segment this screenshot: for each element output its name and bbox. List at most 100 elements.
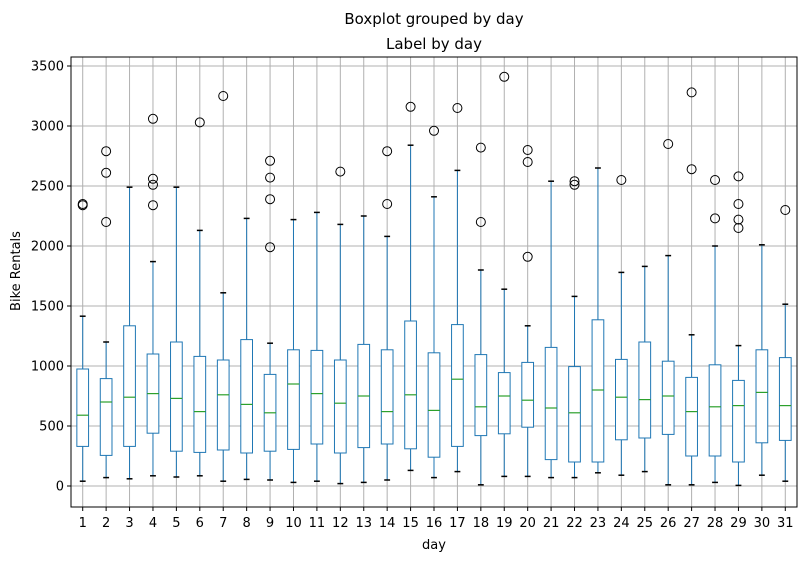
box-iqr	[216, 359, 230, 451]
box-iqr	[170, 341, 183, 452]
outlier-point	[382, 146, 393, 157]
y-tick-label-3500: 3500	[31, 60, 64, 75]
outlier-point	[733, 199, 744, 209]
chart-title: Label by day	[386, 35, 482, 53]
x-tick-label-11: 11	[309, 516, 326, 531]
box-day-16	[427, 125, 441, 479]
box-day-4	[146, 113, 160, 477]
x-tick-label-31: 31	[777, 516, 794, 531]
boxes-layer	[76, 71, 792, 487]
outlier-point	[429, 125, 439, 136]
box-day-7	[216, 91, 230, 482]
outlier-point	[733, 214, 744, 225]
box-iqr	[240, 339, 254, 454]
outlier-point	[218, 91, 229, 101]
outlier-point	[147, 179, 158, 190]
box-iqr	[755, 349, 769, 444]
outlier-point	[147, 113, 158, 124]
x-tick-label-19: 19	[496, 516, 513, 531]
box-day-29	[732, 171, 745, 487]
box-day-15	[404, 101, 417, 472]
box-iqr	[427, 352, 441, 458]
x-tick-label-30: 30	[754, 516, 771, 531]
outlier-point	[265, 242, 276, 253]
box-day-18	[474, 142, 488, 486]
box-day-2	[99, 146, 113, 479]
box-iqr	[708, 364, 722, 457]
outlier-point	[382, 199, 393, 209]
x-tick-label-10: 10	[285, 516, 302, 531]
x-tick-label-23: 23	[590, 516, 607, 531]
x-tick-label-21: 21	[543, 516, 560, 531]
outlier-point	[101, 146, 112, 157]
outlier-point	[569, 176, 580, 187]
x-tick-label-18: 18	[473, 516, 490, 531]
box-iqr	[521, 361, 535, 428]
x-tick-label-15: 15	[402, 516, 419, 531]
x-tick-label-6: 6	[196, 516, 204, 531]
box-day-3	[123, 186, 136, 480]
box-day-9	[263, 155, 277, 481]
box-iqr	[474, 354, 488, 437]
x-tick-label-2: 2	[102, 516, 110, 531]
box-day-13	[357, 215, 371, 484]
box-iqr	[638, 341, 652, 439]
box-iqr	[404, 320, 417, 450]
box-day-20	[521, 145, 535, 478]
box-day-12	[333, 166, 347, 485]
box-day-26	[661, 139, 675, 486]
y-axis-label: Bike Rentals	[9, 231, 24, 311]
box-iqr	[99, 378, 113, 456]
box-iqr	[732, 379, 745, 463]
outlier-point	[147, 200, 158, 211]
box-day-22	[568, 176, 581, 479]
box-day-27	[685, 87, 698, 486]
box-day-8	[240, 217, 254, 481]
outlier-point	[499, 71, 510, 82]
x-tick-label-8: 8	[243, 516, 251, 531]
outlier-point	[147, 173, 158, 184]
outlier-point	[265, 194, 276, 205]
outlier-point	[780, 205, 791, 215]
outlier-point	[405, 101, 416, 112]
box-iqr	[591, 319, 605, 463]
outlier-point	[194, 117, 205, 128]
x-tick-label-28: 28	[707, 516, 724, 531]
outlier-point	[686, 87, 697, 98]
x-tick-label-14: 14	[379, 516, 396, 531]
outlier-point	[616, 175, 627, 185]
x-tick-label-12: 12	[332, 516, 349, 531]
box-day-25	[638, 265, 652, 473]
box-day-30	[755, 244, 769, 476]
box-day-14	[380, 146, 394, 481]
box-day-21	[544, 180, 558, 479]
x-tick-label-1: 1	[79, 516, 87, 531]
outlier-point	[710, 175, 721, 185]
box-iqr	[497, 372, 511, 435]
x-tick-label-22: 22	[566, 516, 583, 531]
chart-suptitle: Boxplot grouped by day	[344, 10, 523, 28]
x-tick-label-29: 29	[730, 516, 747, 531]
x-tick-label-3: 3	[125, 516, 133, 531]
box-day-23	[591, 167, 605, 474]
box-day-17	[451, 103, 464, 473]
outlier-point	[265, 172, 276, 183]
box-iqr	[287, 349, 300, 450]
x-tick-label-7: 7	[219, 516, 227, 531]
outlier-point	[569, 179, 580, 190]
x-tick-label-5: 5	[172, 516, 180, 531]
y-tick-label-1000: 1000	[31, 360, 64, 375]
outlier-point	[452, 103, 463, 113]
x-tick-label-26: 26	[660, 516, 677, 531]
outlier-point	[265, 155, 276, 166]
box-iqr	[568, 366, 581, 463]
outlier-point	[77, 199, 88, 209]
outlier-point	[686, 164, 697, 175]
outlier-point	[733, 171, 744, 182]
box-day-11	[310, 211, 324, 482]
outlier-point	[475, 217, 486, 227]
x-axis-label: day	[422, 538, 446, 553]
outlier-point	[101, 217, 112, 227]
